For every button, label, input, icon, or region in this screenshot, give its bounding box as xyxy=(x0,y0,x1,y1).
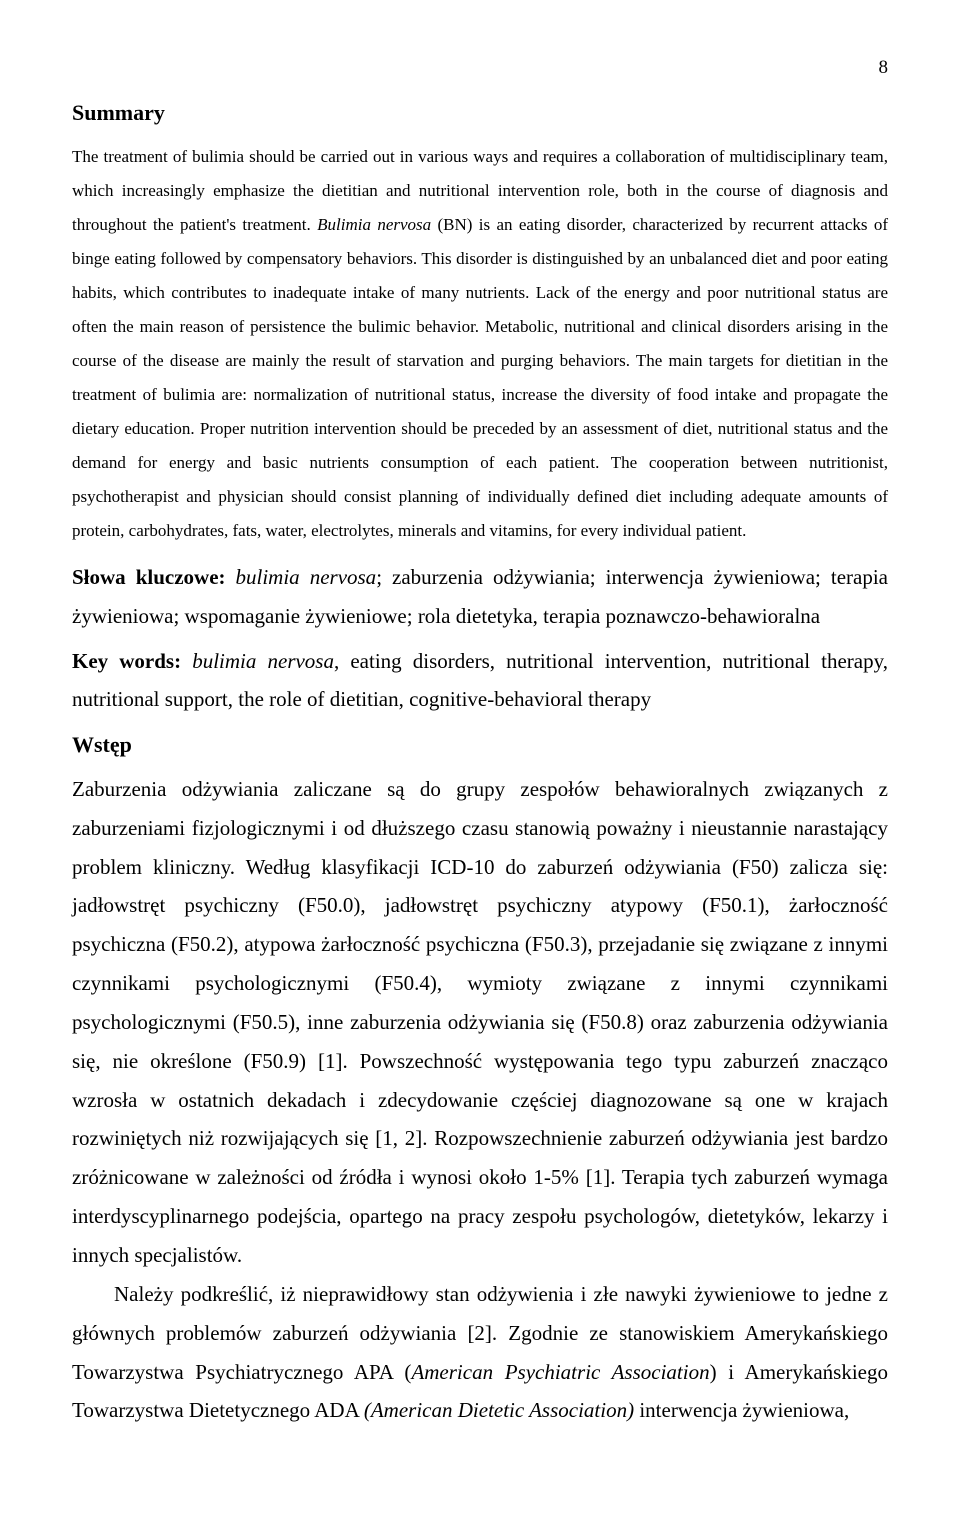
keywords-en: Key words: bulimia nervosa, eating disor… xyxy=(72,642,888,720)
keywords-pl-italic: bulimia nervosa xyxy=(236,565,377,589)
wstep-heading: Wstęp xyxy=(72,725,888,766)
apa-italic: American Psychiatric Association xyxy=(411,1360,709,1384)
wstep-para2: Należy podkreślić, iż nieprawidłowy stan… xyxy=(72,1275,888,1430)
summary-heading: Summary xyxy=(72,93,888,134)
keywords-en-italic: bulimia nervosa xyxy=(192,649,334,673)
wstep-para2-after: interwencja żywieniowa, xyxy=(634,1398,849,1422)
summary-italic-term: Bulimia nervosa xyxy=(317,215,431,234)
ada-italic: (American Dietetic Association) xyxy=(364,1398,634,1422)
wstep-para1: Zaburzenia odżywiania zaliczane są do gr… xyxy=(72,770,888,1275)
page-number: 8 xyxy=(72,50,888,85)
summary-body: The treatment of bulimia should be carri… xyxy=(72,140,888,548)
summary-text-after: (BN) is an eating disorder, characterize… xyxy=(72,215,888,540)
keywords-pl-label: Słowa kluczowe: xyxy=(72,565,236,589)
keywords-en-label: Key words: xyxy=(72,649,192,673)
keywords-pl: Słowa kluczowe: bulimia nervosa; zaburze… xyxy=(72,558,888,636)
